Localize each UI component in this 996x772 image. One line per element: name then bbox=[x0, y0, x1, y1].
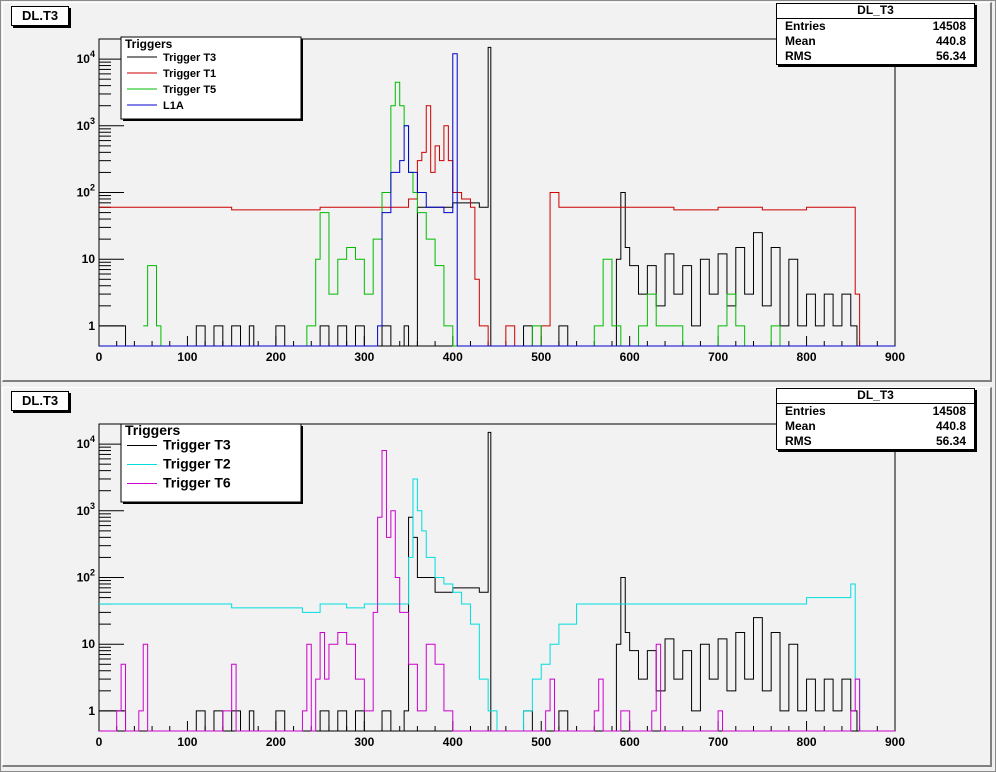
stats-name: DL_T3 bbox=[777, 4, 974, 19]
stats-row-rms: RMS 56.34 bbox=[785, 434, 966, 448]
y-tick-label: 1 bbox=[88, 319, 95, 333]
y-tick-label: 103 bbox=[77, 501, 95, 518]
x-tick-label: 500 bbox=[531, 735, 551, 749]
x-tick-label: 200 bbox=[266, 350, 286, 364]
x-tick-label: 400 bbox=[443, 350, 463, 364]
legend-entry: L1A bbox=[163, 100, 184, 112]
y-tick-label: 102 bbox=[77, 183, 95, 200]
histogram-pad-bottom[interactable]: DL.T3 0 100 200 300 400 500 600 700 800 900 1 10 102… bbox=[2, 387, 992, 767]
series-l1a bbox=[99, 53, 895, 347]
series-trigger-t2 bbox=[99, 478, 895, 732]
legend-entry: Trigger T5 bbox=[163, 84, 216, 96]
series-trigger-t1 bbox=[99, 105, 895, 347]
legend-header: Triggers bbox=[125, 37, 173, 51]
y-tick-label: 102 bbox=[77, 568, 95, 585]
x-tick-label: 0 bbox=[96, 735, 103, 749]
legend-entry: Trigger T3 bbox=[163, 437, 231, 453]
x-tick-label: 800 bbox=[797, 735, 817, 749]
y-tick-label: 10 bbox=[82, 637, 96, 651]
x-tick-label: 200 bbox=[266, 735, 286, 749]
x-tick-label: 300 bbox=[354, 735, 374, 749]
series-trigger-t5 bbox=[143, 81, 895, 347]
legend-entry: Trigger T6 bbox=[163, 475, 231, 491]
series-trigger-t6 bbox=[99, 450, 895, 732]
pad-title: DL.T3 bbox=[11, 391, 70, 411]
stats-row-entries: Entries 14508 bbox=[785, 19, 966, 33]
x-tick-label: 900 bbox=[885, 735, 905, 749]
x-tick-label: 100 bbox=[177, 735, 197, 749]
x-tick-label: 600 bbox=[620, 350, 640, 364]
histogram-plot: 0 100 200 300 400 500 600 700 800 900 1 10 102 103 104… bbox=[77, 36, 905, 364]
y-tick-label: 103 bbox=[77, 116, 95, 133]
histogram-plot: 0 100 200 300 400 500 600 700 800 900 1 10 102 103 104… bbox=[77, 422, 906, 749]
x-tick-label: 300 bbox=[354, 350, 374, 364]
x-tick-label: 500 bbox=[531, 350, 551, 364]
x-tick-label: 400 bbox=[443, 735, 463, 749]
series-trigger-t3 bbox=[99, 431, 895, 732]
stats-row-entries: Entries 14508 bbox=[785, 404, 966, 418]
stats-row-rms: RMS 56.34 bbox=[785, 49, 966, 63]
stats-name: DL_T3 bbox=[777, 389, 974, 404]
x-tick-label: 0 bbox=[96, 350, 103, 364]
y-tick-label: 104 bbox=[77, 434, 95, 451]
x-tick-label: 100 bbox=[177, 350, 197, 364]
stats-row-mean: Mean 440.8 bbox=[785, 419, 966, 433]
pad-title: DL.T3 bbox=[11, 6, 70, 26]
x-tick-label: 700 bbox=[708, 350, 728, 364]
x-tick-label: 800 bbox=[797, 350, 817, 364]
x-tick-label: 600 bbox=[620, 735, 640, 749]
x-tick-label: 900 bbox=[885, 350, 905, 364]
stats-box[interactable]: DL_T3 Entries 14508 Mean 440.8 RMS 56.34 bbox=[776, 3, 975, 65]
legend-header: Triggers bbox=[125, 422, 180, 438]
histogram-pad-top[interactable]: DL.T3 0 100 200 300 400 500 600 700 800 900 1 10 102… bbox=[2, 2, 992, 382]
y-tick-label: 1 bbox=[88, 704, 95, 718]
y-tick-label: 10 bbox=[82, 252, 96, 266]
stats-box[interactable]: DL_T3 Entries 14508 Mean 440.8 RMS 56.34 bbox=[776, 388, 975, 450]
stats-row-mean: Mean 440.8 bbox=[785, 34, 966, 48]
x-tick-label: 700 bbox=[708, 735, 728, 749]
y-tick-label: 104 bbox=[77, 49, 95, 66]
legend-entry: Trigger T2 bbox=[163, 456, 231, 472]
legend-entry: Trigger T3 bbox=[163, 52, 216, 64]
legend-entry: Trigger T1 bbox=[163, 68, 216, 80]
